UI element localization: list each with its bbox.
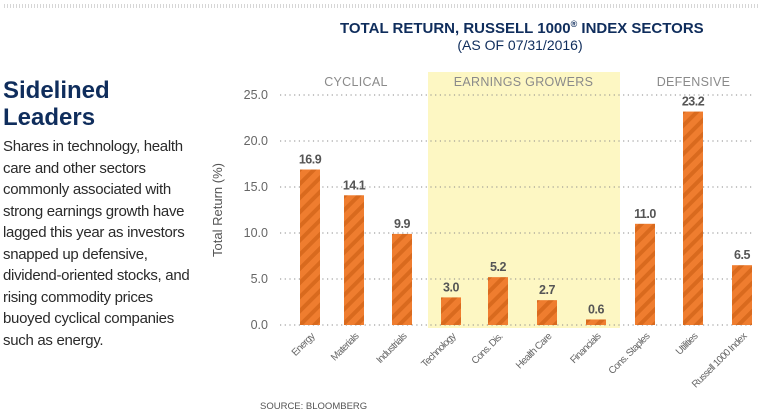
group-label: EARNINGS GROWERS [454,75,594,89]
y-tick-label: 25.0 [244,88,268,102]
bar-russell-1000-index [732,265,752,325]
x-tick-label: Energy [290,331,318,359]
value-label: 3.0 [443,280,459,294]
y-axis-label: Total Return (%) [210,163,225,257]
value-label: 11.0 [634,207,656,221]
bar-industrials [392,233,412,325]
bar-utilities [683,111,703,325]
bar-technology [441,297,461,325]
y-tick-label: 15.0 [244,180,268,194]
value-label: 16.9 [299,153,322,167]
value-label: 9.9 [394,217,410,231]
y-tick-label: 0.0 [251,318,268,332]
value-label: 5.2 [490,260,506,274]
x-tick-label: Cons. Staples [607,331,653,377]
top-dotted-rule [4,4,760,8]
value-label: 2.7 [539,283,555,297]
source-note: SOURCE: BLOOMBERG [260,401,368,412]
sidebar-title: Sidelined Leaders [3,77,110,131]
x-tick-label: Utilities [674,331,701,358]
x-tick-label: Materials [329,331,362,364]
group-band-earnings-growers [428,72,620,328]
chart-title-tail: INDEX SECTORS [577,20,704,37]
chart-title-main: TOTAL RETURN, RUSSELL 1000 [340,20,571,37]
x-tick-label: Cons. Dis. [470,331,505,366]
bar-materials [344,195,364,325]
bar-cons-staples [635,223,655,325]
y-tick-label: 10.0 [244,226,268,240]
value-label: 6.5 [734,248,750,262]
value-label: 14.1 [343,178,366,192]
y-tick-label: 20.0 [244,134,268,148]
chart-title: TOTAL RETURN, RUSSELL 1000® INDEX SECTOR… [340,19,704,38]
bar-energy [300,169,320,325]
bar-cons-dis- [488,277,508,325]
x-tick-label: Technology [420,331,459,370]
x-tick-label: Health Care [514,331,555,372]
group-label: DEFENSIVE [657,75,731,89]
chart-subtitle: (AS OF 07/31/2016) [457,37,583,53]
sidebar-body: Shares in technology, health care and ot… [3,138,190,349]
value-label: 23.2 [682,95,705,109]
y-tick-label: 5.0 [251,272,268,286]
bar-health-care [537,300,557,325]
group-label: CYCLICAL [324,75,388,89]
value-label: 0.6 [588,302,604,316]
x-tick-label: Financials [568,331,603,366]
x-tick-label: Industrials [375,331,410,366]
registered-mark: ® [570,19,578,29]
bar-financials [586,319,606,325]
